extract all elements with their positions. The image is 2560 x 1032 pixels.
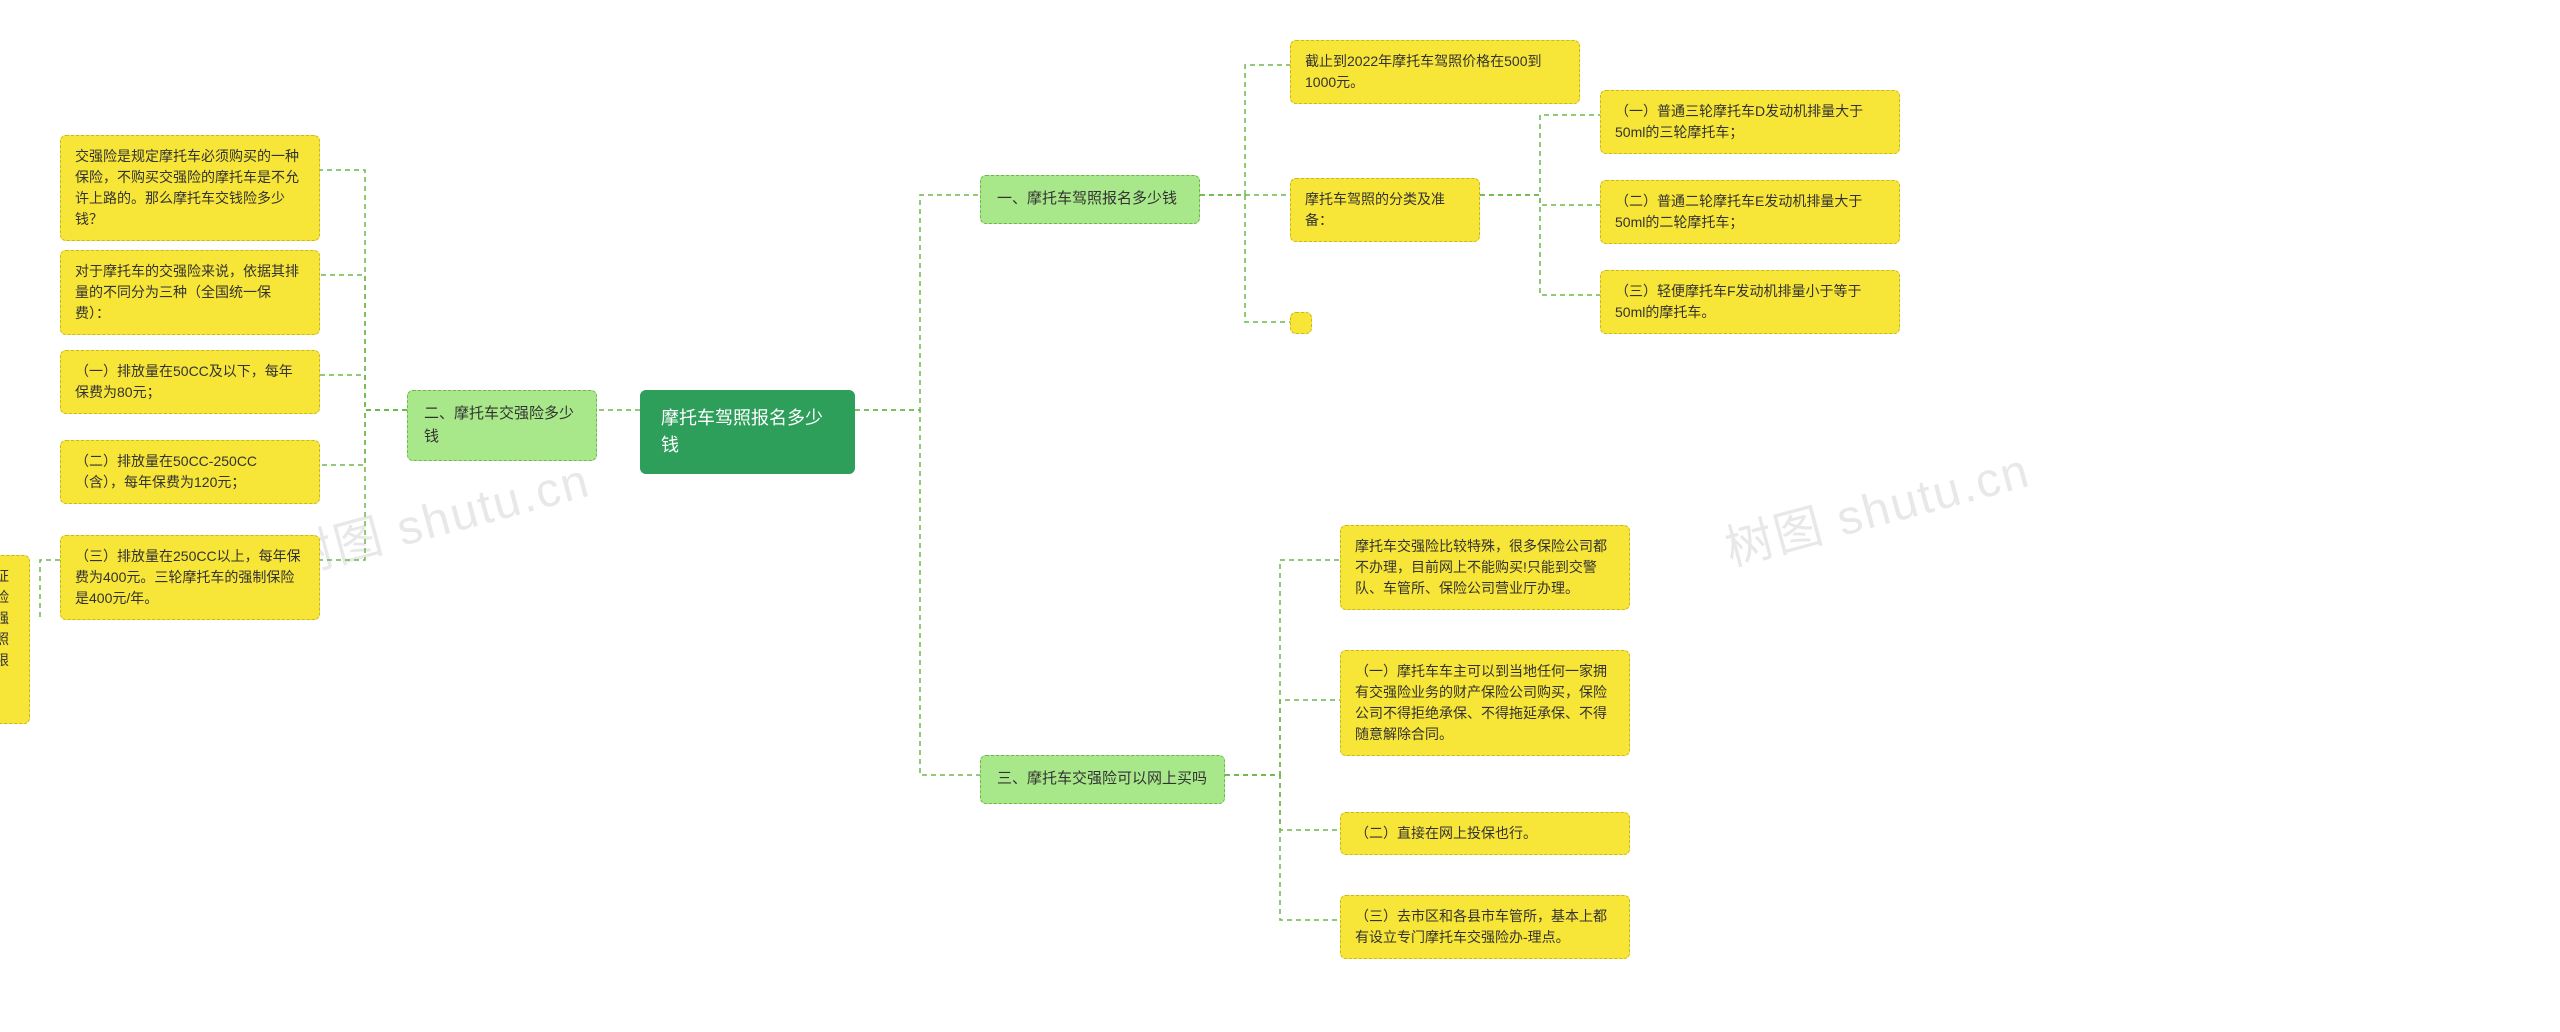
branch-2-leaf-4: （二）排放量在50CC-250CC （含），每年保费为120元； [60,440,320,504]
branch-3-leaf-3: （二）直接在网上投保也行。 [1340,812,1630,855]
branch-3: 三、摩托车交强险可以网上买吗 [980,755,1225,804]
branch-2: 二、摩托车交强险多少钱 [407,390,597,461]
branch-1-leaf-1: 截止到2022年摩托车驾照价格在500到1000元。 [1290,40,1580,104]
watermark-2: 树图 shutu.cn [1716,431,2036,580]
center-node: 摩托车驾照报名多少钱 [640,390,855,474]
branch-1-leaf-2-child-3: （三）轻便摩托车F发动机排量小于等于50ml的摩托车。 [1600,270,1900,334]
branch-3-leaf-2: （一）摩托车车主可以到当地任何一家拥有交强险业务的财产保险公司购买，保险公司不得… [1340,650,1630,756]
branch-2-leaf-5: （三）排放量在250CC以上，每年保费为400元。三轮摩托车的强制保险是400元… [60,535,320,620]
branch-1-leaf-2-child-2: （二）普通二轮摩托车E发动机排量大于50ml的二轮摩托车； [1600,180,1900,244]
connector-lines [0,0,2560,1032]
branch-1-empty-leaf [1290,312,1312,334]
branch-2-leaf-1: 交强险是规定摩托车必须购买的一种保险，不购买交强险的摩托车是不允许上路的。那么摩… [60,135,320,241]
branch-1-leaf-2-child-1: （一）普通三轮摩托车D发动机排量大于50ml的三轮摩托车； [1600,90,1900,154]
watermark-1: 树图 shutu.cn [276,441,596,590]
branch-2-leaf-5-child: 温馨提示：摩托车办理交强险所需证件：被保险机动车的行驶证、被保险人的身份证、续保… [0,555,30,724]
branch-2-leaf-3: （一）排放量在50CC及以下，每年保费为80元； [60,350,320,414]
branch-2-leaf-2: 对于摩托车的交强险来说，依据其排量的不同分为三种（全国统一保费）： [60,250,320,335]
branch-1: 一、摩托车驾照报名多少钱 [980,175,1200,224]
branch-3-leaf-4: （三）去市区和各县市车管所，基本上都有设立专门摩托车交强险办-理点。 [1340,895,1630,959]
branch-3-leaf-1: 摩托车交强险比较特殊，很多保险公司都不办理，目前网上不能购买!只能到交警队、车管… [1340,525,1630,610]
branch-1-leaf-2: 摩托车驾照的分类及准备： [1290,178,1480,242]
